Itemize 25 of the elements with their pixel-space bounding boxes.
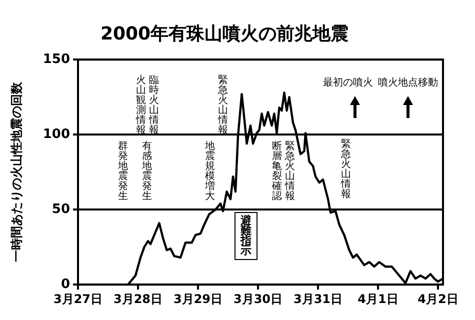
x-tick-label: 3月31日 xyxy=(293,292,343,306)
annotation: 緊急火山情報 xyxy=(218,75,228,136)
y-tick-label: 100 xyxy=(42,126,70,142)
annotation: 臨時火山情報 xyxy=(148,75,160,136)
y-tick-label: 150 xyxy=(42,52,70,67)
annotation: 群発地震発生 xyxy=(118,141,128,202)
annotation: 緊急火山情報 xyxy=(340,139,352,200)
annotation: 有感地震発生 xyxy=(142,141,152,202)
x-tick-label: 3月28日 xyxy=(113,292,163,306)
annotation: 火山観測情報 xyxy=(136,75,146,136)
x-tick-label: 3月29日 xyxy=(173,292,223,306)
x-tick-label: 3月30日 xyxy=(233,292,283,306)
annotation: 緊急火山情報 xyxy=(284,141,296,202)
x-tick-label: 3月27日 xyxy=(53,292,103,306)
x-tick-label: 4月1日 xyxy=(358,292,398,306)
annotation: 最初の噴火 xyxy=(323,78,373,88)
y-axis-title: 一時間あたりの火山性地震の回数 xyxy=(9,81,24,262)
y-tick-label: 50 xyxy=(52,202,70,217)
annotation: 地震規模増大 xyxy=(204,141,216,202)
x-tick-label: 4月2日 xyxy=(418,292,458,306)
annotation: 避難指示 xyxy=(240,214,252,257)
y-tick-label: 0 xyxy=(60,276,70,292)
chart-title: 2000年有珠山噴火の前兆地震 xyxy=(100,23,349,44)
annotation: 断層亀裂確認 xyxy=(272,141,282,202)
annotation: 噴火地点移動 xyxy=(378,78,438,88)
